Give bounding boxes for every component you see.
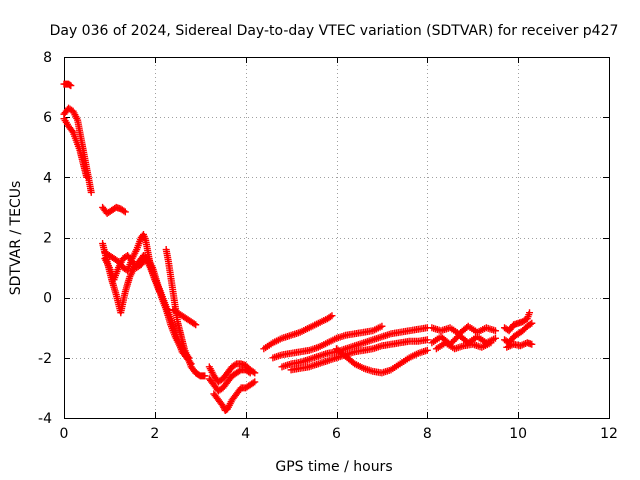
series-arc-23: [503, 339, 536, 351]
x-tick-label: 4: [241, 426, 250, 442]
y-tick-label: 4: [43, 170, 52, 186]
x-tick-label: 12: [600, 426, 618, 442]
series-arc-4: [99, 203, 129, 217]
series-arc-15: [278, 324, 431, 371]
data-point: [67, 82, 75, 90]
y-tick-label: -4: [38, 411, 52, 427]
data-point: [326, 313, 334, 321]
data-point: [520, 340, 528, 348]
data-point: [83, 173, 91, 181]
data-point: [87, 188, 95, 196]
series-arc-3: [60, 115, 91, 181]
y-tick-label: -2: [38, 351, 52, 367]
data-point: [528, 340, 536, 348]
data-point: [121, 208, 129, 216]
y-tick-label: 6: [43, 110, 52, 126]
data-point: [328, 312, 336, 320]
data-point: [245, 368, 253, 376]
axis-ticks: [64, 57, 610, 419]
x-tick-labels: 0 2 4 6 8 10 12: [60, 426, 618, 442]
x-axis-label: GPS time / hours: [275, 459, 392, 475]
series-arc-17: [333, 345, 431, 377]
data-point: [423, 346, 431, 354]
series-arc-11: [205, 366, 254, 395]
data-point: [68, 127, 76, 135]
series-arc-14: [269, 322, 386, 362]
series-arc-1: [60, 80, 75, 90]
y-tick-label: 8: [43, 50, 52, 66]
x-tick-label: 0: [60, 426, 69, 442]
series-arc-16: [287, 336, 431, 374]
data-point: [526, 320, 534, 328]
data-point: [201, 372, 209, 380]
data-point: [487, 339, 495, 347]
data-point: [155, 288, 163, 296]
data-point: [246, 369, 254, 377]
data-marks: [60, 80, 536, 414]
series-arc-21: [501, 309, 534, 335]
series-arc-20: [432, 339, 495, 353]
data-point: [491, 334, 499, 342]
y-axis-label: SDTVAR / TECUs: [8, 181, 24, 296]
series-arc-13: [260, 312, 336, 353]
x-tick-label: 8: [423, 426, 432, 442]
y-tick-labels: -4 -2 0 2 4 6 8: [38, 50, 52, 427]
x-tick-label: 10: [509, 426, 527, 442]
x-tick-label: 2: [150, 426, 159, 442]
data-point: [66, 81, 74, 89]
series-arc-18: [428, 322, 499, 338]
data-point: [491, 327, 499, 335]
y-tick-label: 0: [43, 291, 52, 307]
series-arc-7: [101, 252, 163, 296]
y-tick-label: 2: [43, 231, 52, 247]
data-point: [249, 379, 257, 387]
data-point: [378, 322, 386, 330]
series-arc-10: [205, 360, 259, 386]
data-point: [190, 320, 198, 328]
series-arc-12: [210, 378, 259, 414]
data-point: [120, 207, 128, 215]
data-point: [192, 321, 200, 329]
data-point: [423, 336, 431, 344]
data-point: [528, 319, 536, 327]
data-point: [251, 378, 259, 386]
x-tick-label: 6: [332, 426, 341, 442]
series-arc-8: [162, 246, 209, 380]
chart-title: Day 036 of 2024, Sidereal Day-to-day VTE…: [50, 23, 619, 39]
series-arc-9: [169, 306, 200, 329]
data-point: [526, 309, 534, 317]
